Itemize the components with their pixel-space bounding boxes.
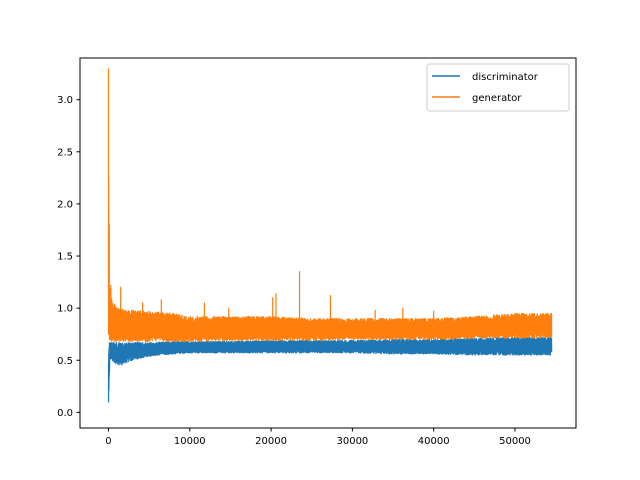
- legend: discriminator generator: [426, 63, 570, 112]
- y-tick-label: 3.0: [57, 95, 73, 106]
- x-tick-label: 30000: [336, 436, 368, 447]
- legend-label-generator: generator: [472, 93, 522, 104]
- series-line-generator: [107, 68, 553, 343]
- y-tick-label: 0.5: [57, 356, 73, 367]
- y-tick-label: 1.5: [57, 252, 73, 263]
- plot-area: [107, 68, 553, 403]
- x-tick-label: 50000: [499, 436, 531, 447]
- x-tick-label: 40000: [418, 436, 450, 447]
- y-tick-label: 0.0: [57, 408, 73, 419]
- x-tick-label: 10000: [174, 436, 206, 447]
- y-tick-label: 2.5: [57, 147, 73, 158]
- y-axis: 0.0 0.5 1.0 1.5 2.0 2.5 3.0: [57, 95, 80, 419]
- series-line-discriminator: [107, 336, 553, 403]
- x-tick-label: 20000: [255, 436, 287, 447]
- x-tick-label: 0: [105, 436, 111, 447]
- plot-frame: [79, 57, 577, 429]
- legend-box: [426, 63, 570, 112]
- y-tick-label: 1.0: [57, 304, 73, 315]
- legend-label-discriminator: discriminator: [472, 72, 539, 83]
- x-axis: 0 10000 20000 30000 40000 50000: [105, 428, 531, 447]
- y-tick-label: 2.0: [57, 199, 73, 210]
